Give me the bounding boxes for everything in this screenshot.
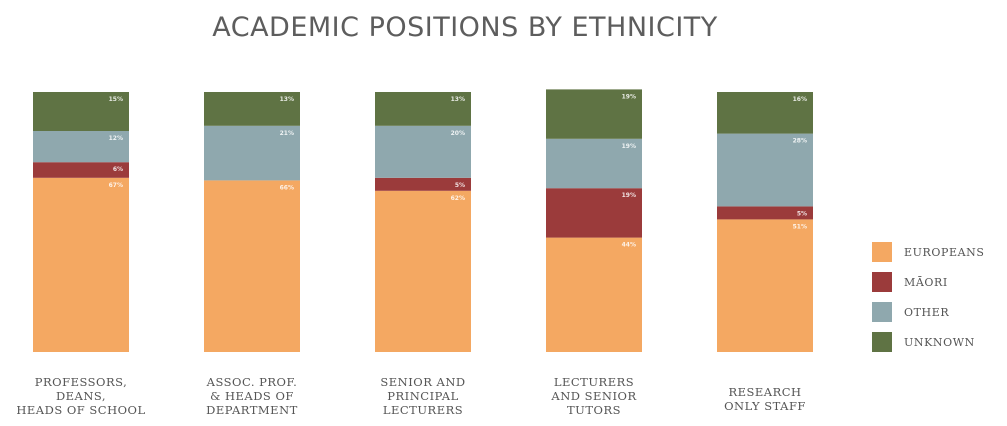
category-label: LECTURERS	[554, 375, 634, 389]
bar-segment-mori-2	[375, 177, 471, 191]
category-label: PRINCIPAL	[387, 389, 458, 403]
category-labels: PROFESSORS,DEANS,HEADS OF SCHOOL ASSOC. P…	[16, 375, 806, 417]
category-label: HEADS OF SCHOOL	[16, 403, 145, 417]
legend-swatch-other	[872, 302, 892, 322]
category-label: DEPARTMENT	[206, 403, 298, 417]
bar-value-label: 51%	[793, 223, 807, 230]
bar-value-label: 28%	[793, 138, 807, 145]
category-label: TUTORS	[567, 403, 621, 417]
category-label: DEANS,	[56, 389, 106, 403]
legend-label-other: OTHER	[904, 306, 949, 319]
legend-label-europeans: EUROPEANS	[904, 246, 985, 259]
category-label: ONLY STAFF	[724, 399, 806, 413]
bar-value-label: 5%	[797, 210, 807, 217]
bar-segment-europeans-0	[33, 177, 129, 352]
bar-value-label: 66%	[280, 184, 294, 191]
bar-segment-other-2	[375, 125, 471, 178]
chart-title: ACADEMIC POSITIONS BY ETHNICITY	[212, 12, 718, 43]
legend-label-unknown: UNKNOWN	[904, 336, 975, 349]
category-label: LECTURERS	[383, 403, 463, 417]
bar-segment-mori-0	[33, 162, 129, 178]
bar-value-label: 13%	[280, 96, 294, 103]
bar-segment-mori-3	[546, 188, 642, 238]
category-label: AND SENIOR	[550, 389, 636, 403]
bars-group: 67% 6% 12% 15% 66% 21% 13% 62% 5% 20% 13% 44% 19% 19%…	[33, 89, 813, 352]
bar-segment-europeans-1	[204, 180, 300, 352]
bar-value-label: 20%	[451, 130, 465, 137]
bar-value-label: 6%	[113, 166, 123, 173]
bar-segment-europeans-2	[375, 190, 471, 352]
bar-value-label: 62%	[451, 195, 465, 202]
bar-segment-other-4	[717, 133, 813, 207]
bar-segment-other-1	[204, 125, 300, 181]
bar-segment-unknown-2	[375, 92, 471, 126]
bar-value-label: 19%	[622, 143, 636, 150]
bar-segment-europeans-4	[717, 219, 813, 352]
bar-value-label: 19%	[622, 93, 636, 100]
category-label: SENIOR AND	[380, 375, 465, 389]
bar-value-label: 13%	[451, 96, 465, 103]
legend-swatch-europeans	[872, 242, 892, 262]
legend: EUROPEANS MĀORI OTHER UNKNOWN	[872, 242, 985, 352]
legend-swatch-mori	[872, 272, 892, 292]
bar-segment-unknown-3	[546, 89, 642, 139]
bar-segment-other-0	[33, 131, 129, 163]
category-label: & HEADS OF	[210, 389, 294, 403]
bar-segment-unknown-1	[204, 92, 300, 126]
category-label: PROFESSORS,	[35, 375, 127, 389]
legend-label-mori: MĀORI	[904, 276, 948, 289]
bar-segment-mori-4	[717, 206, 813, 220]
bar-segment-unknown-4	[717, 92, 813, 134]
bar-segment-other-3	[546, 138, 642, 189]
bar-value-label: 16%	[793, 96, 807, 103]
bar-segment-europeans-3	[546, 237, 642, 352]
bar-segment-unknown-0	[33, 92, 129, 131]
legend-swatch-unknown	[872, 332, 892, 352]
bar-value-label: 5%	[455, 182, 465, 189]
bar-value-label: 67%	[109, 182, 123, 189]
category-label: RESEARCH	[728, 385, 801, 399]
category-label: ASSOC. PROF.	[206, 375, 298, 389]
bar-value-label: 19%	[622, 192, 636, 199]
bar-value-label: 44%	[622, 242, 636, 249]
bar-value-label: 12%	[109, 135, 123, 142]
bar-value-label: 15%	[109, 96, 123, 103]
bar-value-label: 21%	[280, 130, 294, 137]
